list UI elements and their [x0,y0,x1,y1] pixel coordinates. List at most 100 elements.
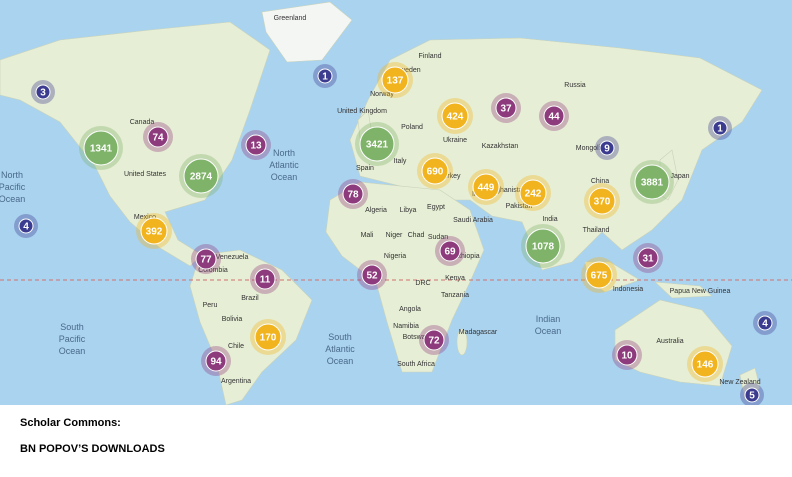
country-label: Indonesia [613,286,643,293]
country-label: Libya [400,207,417,214]
cluster-count: 1341 [90,144,113,155]
cluster-marker [140,217,168,245]
country-label: United Kingdom [337,108,387,115]
country-label: Madagascar [459,329,498,336]
cluster-marker [525,228,561,264]
cluster-marker [423,329,445,351]
cluster-marker [543,105,565,127]
cluster-marker [195,248,217,270]
cluster-marker [359,126,395,162]
ocean-label: South Atlantic Ocean [325,332,355,366]
country-label: Thailand [583,227,610,234]
country-label: Poland [401,124,423,131]
country-label: Greenland [274,15,307,22]
cluster-count: 370 [594,197,611,208]
country-label: Argentina [221,378,251,385]
country-label: Mexico [134,214,156,221]
country-label: Kazakhstan [482,143,519,150]
cluster-marker [691,350,719,378]
country-label: Russia [564,82,586,89]
country-label: United States [124,171,167,178]
country-label: Bolivia [222,316,243,323]
cluster-marker [519,179,547,207]
cluster-marker [441,102,469,130]
country-label: Australia [656,338,683,345]
cluster-count: 3881 [641,178,664,189]
country-label: Nigeria [384,253,406,260]
country-label: Algeria [365,207,387,214]
cluster-count: 675 [591,271,608,282]
cluster-marker [83,130,119,166]
cluster-count: 37 [500,104,512,115]
ocean-label: North Atlantic Ocean [269,148,299,182]
cluster-count: 78 [347,190,359,201]
ocean-label: Indian Ocean [535,314,562,336]
cluster-marker [744,387,760,403]
country-label: Angola [399,306,421,313]
country-label: Saudi Arabia [453,217,493,224]
country-label: Venezuela [216,254,249,261]
cluster-count: 424 [447,112,464,123]
country-label: Egypt [427,204,445,211]
country-label: Namibia [393,323,419,330]
ocean-label: South Pacific Ocean [59,322,86,356]
country-label: South Africa [397,361,435,368]
country-label: Sudan [428,234,448,241]
country-label: Pakistan [506,203,533,210]
cluster-count: 137 [387,76,404,87]
cluster-marker [183,158,219,194]
cluster-marker [361,264,383,286]
cluster-marker [634,164,670,200]
cluster-count: 13 [250,141,262,152]
cluster-marker [616,344,638,366]
country-label: Japan [670,173,689,180]
country-label: Finland [419,53,442,60]
country-label: Chile [228,343,244,350]
ocean-label: North Pacific Ocean [0,170,26,204]
cluster-count: 1 [717,124,723,135]
cluster-count: 69 [444,247,456,258]
land [0,1,763,405]
country-label: Colombia [198,267,228,274]
country-label: Papua New Guinea [670,288,731,295]
cluster-marker [342,183,364,205]
world-map: Greenland Finland Sweden Norway Russia United… [0,0,792,405]
cluster-count: 146 [697,360,714,371]
caption-subtitle: BN POPOV’S DOWNLOADS [20,443,165,455]
cluster-marker [439,240,461,262]
country-label: Ukraine [443,137,467,144]
caption-title: Scholar Commons: [20,417,121,429]
cluster-count: 2874 [190,172,213,183]
cluster-marker [381,66,409,94]
cluster-marker [421,157,449,185]
country-label: Mali [361,232,374,239]
cluster-count: 3 [40,88,46,99]
country-label: Chad [408,232,425,239]
cluster-count: 4 [23,222,29,233]
cluster-marker [317,68,333,84]
cluster-count: 9 [604,144,610,155]
cluster-count: 1078 [532,242,555,253]
cluster-marker [712,120,728,136]
country-label: Niger [386,232,403,239]
cluster-count: 690 [427,167,444,178]
cluster-count: 170 [260,333,277,344]
cluster-count: 449 [478,183,495,194]
cluster-count: 392 [146,227,163,238]
cluster-count: 242 [525,189,542,200]
country-label: Kenya [445,275,465,282]
country-label: Norway [370,91,394,98]
cluster-count: 94 [210,357,222,368]
country-label: New Zealand [719,379,760,386]
country-label: Turkey [439,173,461,180]
country-label: Italy [394,158,407,165]
country-label: DRC [415,280,430,287]
cluster-count: 44 [548,112,560,123]
cluster-marker [245,134,267,156]
cluster-marker [637,247,659,269]
cluster-marker [599,140,615,156]
cluster-count: 77 [200,255,212,266]
cluster-marker [757,315,773,331]
country-label: Ethiopia [454,253,479,260]
